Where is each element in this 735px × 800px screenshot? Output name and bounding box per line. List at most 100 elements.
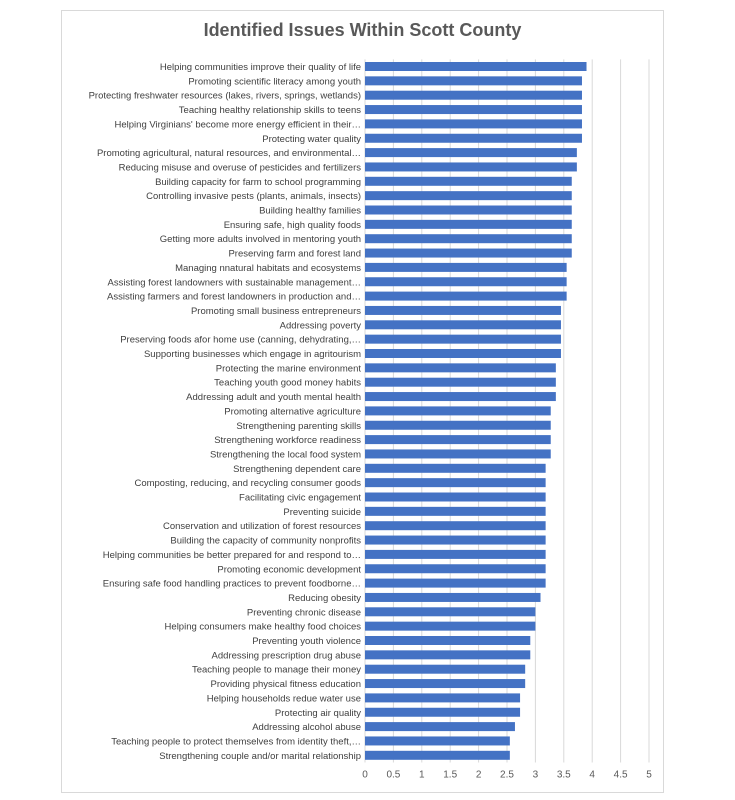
bar bbox=[365, 191, 572, 201]
bar bbox=[365, 277, 567, 287]
bar bbox=[365, 133, 582, 143]
category-label: Addressing poverty bbox=[280, 320, 362, 331]
category-label: Preserving farm and forest land bbox=[228, 249, 361, 260]
bar bbox=[365, 506, 546, 516]
bar bbox=[365, 406, 551, 416]
category-label: Helping communities be better prepared f… bbox=[103, 550, 361, 561]
category-label: Teaching healthy relationship skills to … bbox=[179, 105, 361, 116]
category-label: Assisting farmers and forest landowners … bbox=[107, 292, 361, 303]
bar bbox=[365, 722, 515, 732]
bar bbox=[365, 449, 551, 459]
bar bbox=[365, 521, 546, 531]
bar bbox=[365, 535, 546, 545]
bar bbox=[365, 636, 531, 645]
bar bbox=[365, 76, 582, 86]
bar bbox=[365, 392, 556, 402]
category-label: Ensuring safe food handling practices to… bbox=[103, 579, 361, 590]
bar bbox=[365, 664, 526, 674]
bar bbox=[365, 291, 567, 301]
bar bbox=[365, 62, 587, 71]
category-label: Reducing misuse and overuse of pesticide… bbox=[119, 162, 362, 173]
bar bbox=[365, 650, 531, 660]
category-label: Teaching people to manage their money bbox=[192, 665, 361, 676]
category-label: Promoting economic development bbox=[217, 564, 361, 575]
category-label: Strengthening the local food system bbox=[210, 449, 361, 460]
x-tick-label: 3 bbox=[533, 769, 539, 780]
bar bbox=[365, 463, 546, 473]
x-axis-ticks: 0 0.5 1 1.5 2 2.5 3 3.5 4 4.5 5 bbox=[362, 769, 652, 780]
category-label: Conservation and utilization of forest r… bbox=[163, 521, 361, 532]
category-label: Composting, reducing, and recycling cons… bbox=[134, 478, 361, 489]
x-tick-label: 2.5 bbox=[500, 769, 514, 780]
bar bbox=[365, 234, 572, 244]
x-tick-label: 1.5 bbox=[443, 769, 457, 780]
bar bbox=[365, 750, 510, 760]
category-label: Protecting freshwater resources (lakes, … bbox=[89, 91, 361, 102]
category-label: Supporting businesses which engage in ag… bbox=[144, 349, 361, 360]
category-labels: Helping communities improve their qualit… bbox=[89, 62, 362, 762]
category-label: Addressing alcohol abuse bbox=[252, 722, 361, 733]
bar bbox=[365, 736, 510, 746]
category-label: Teaching people to protect themselves fr… bbox=[111, 736, 361, 747]
bar bbox=[365, 119, 582, 129]
category-label: Promoting scientific literacy among yout… bbox=[188, 76, 361, 87]
category-label: Managing nnatural habitats and ecosystem… bbox=[175, 263, 361, 274]
bar bbox=[365, 707, 521, 717]
chart-title: Identified Issues Within Scott County bbox=[203, 20, 522, 40]
bar bbox=[365, 162, 577, 172]
x-tick-label: 3.5 bbox=[557, 769, 571, 780]
x-tick-label: 0 bbox=[362, 769, 368, 780]
category-label: Helping Virginians' become more energy e… bbox=[115, 119, 361, 130]
x-tick-label: 4 bbox=[589, 769, 595, 780]
bar bbox=[365, 176, 572, 186]
bar bbox=[365, 377, 556, 387]
category-label: Helping households redue water use bbox=[207, 693, 361, 704]
bar bbox=[365, 492, 546, 502]
category-label: Preventing chronic disease bbox=[247, 607, 361, 618]
bar bbox=[365, 248, 572, 258]
bar bbox=[365, 420, 551, 430]
bar bbox=[365, 205, 572, 215]
bar bbox=[365, 305, 561, 315]
x-tick-label: 2 bbox=[476, 769, 482, 780]
category-label: Promoting small business entrepreneurs bbox=[191, 306, 361, 317]
bar bbox=[365, 435, 551, 445]
bar bbox=[365, 564, 546, 574]
bar bbox=[365, 679, 526, 689]
category-label: Strengthening dependent care bbox=[233, 464, 361, 475]
category-label: Building healthy families bbox=[259, 206, 361, 217]
category-label: Protecting the marine environment bbox=[216, 363, 362, 374]
category-label: Ensuring safe, high quality foods bbox=[224, 220, 362, 231]
category-label: Preventing youth violence bbox=[252, 636, 361, 647]
bar bbox=[365, 607, 536, 617]
bar bbox=[365, 334, 561, 344]
bar bbox=[365, 478, 546, 488]
bar bbox=[365, 148, 577, 158]
category-label: Providing physical fitness education bbox=[210, 679, 361, 690]
bar bbox=[365, 363, 556, 373]
x-tick-label: 1 bbox=[419, 769, 425, 780]
category-label: Facilitating civic engagement bbox=[239, 493, 361, 504]
bar-layer bbox=[365, 62, 587, 760]
category-label: Building capacity for farm to school pro… bbox=[155, 177, 361, 188]
bar bbox=[365, 349, 561, 358]
bar bbox=[365, 90, 582, 100]
bar bbox=[365, 578, 546, 588]
category-label: Reducing obesity bbox=[288, 593, 361, 604]
category-label: Strengthening workforce readiness bbox=[214, 435, 361, 446]
category-label: Promoting agricultural, natural resource… bbox=[97, 148, 361, 159]
x-tick-label: 5 bbox=[646, 769, 652, 780]
category-label: Helping consumers make healthy food choi… bbox=[165, 622, 362, 633]
category-label: Controlling invasive pests (plants, anim… bbox=[146, 191, 361, 202]
category-label: Addressing prescription drug abuse bbox=[212, 650, 361, 661]
category-label: Preventing suicide bbox=[283, 507, 361, 518]
category-label: Protecting air quality bbox=[275, 708, 361, 719]
category-label: Promoting alternative agriculture bbox=[224, 406, 361, 417]
bar bbox=[365, 105, 582, 115]
bar bbox=[365, 549, 546, 559]
category-label: Addressing adult and youth mental health bbox=[186, 392, 361, 403]
category-label: Teaching youth good money habits bbox=[214, 378, 361, 389]
category-label: Strengthening parenting skills bbox=[236, 421, 361, 432]
category-label: Assisting forest landowners with sustain… bbox=[108, 277, 361, 288]
category-label: Building the capacity of community nonpr… bbox=[170, 536, 361, 547]
